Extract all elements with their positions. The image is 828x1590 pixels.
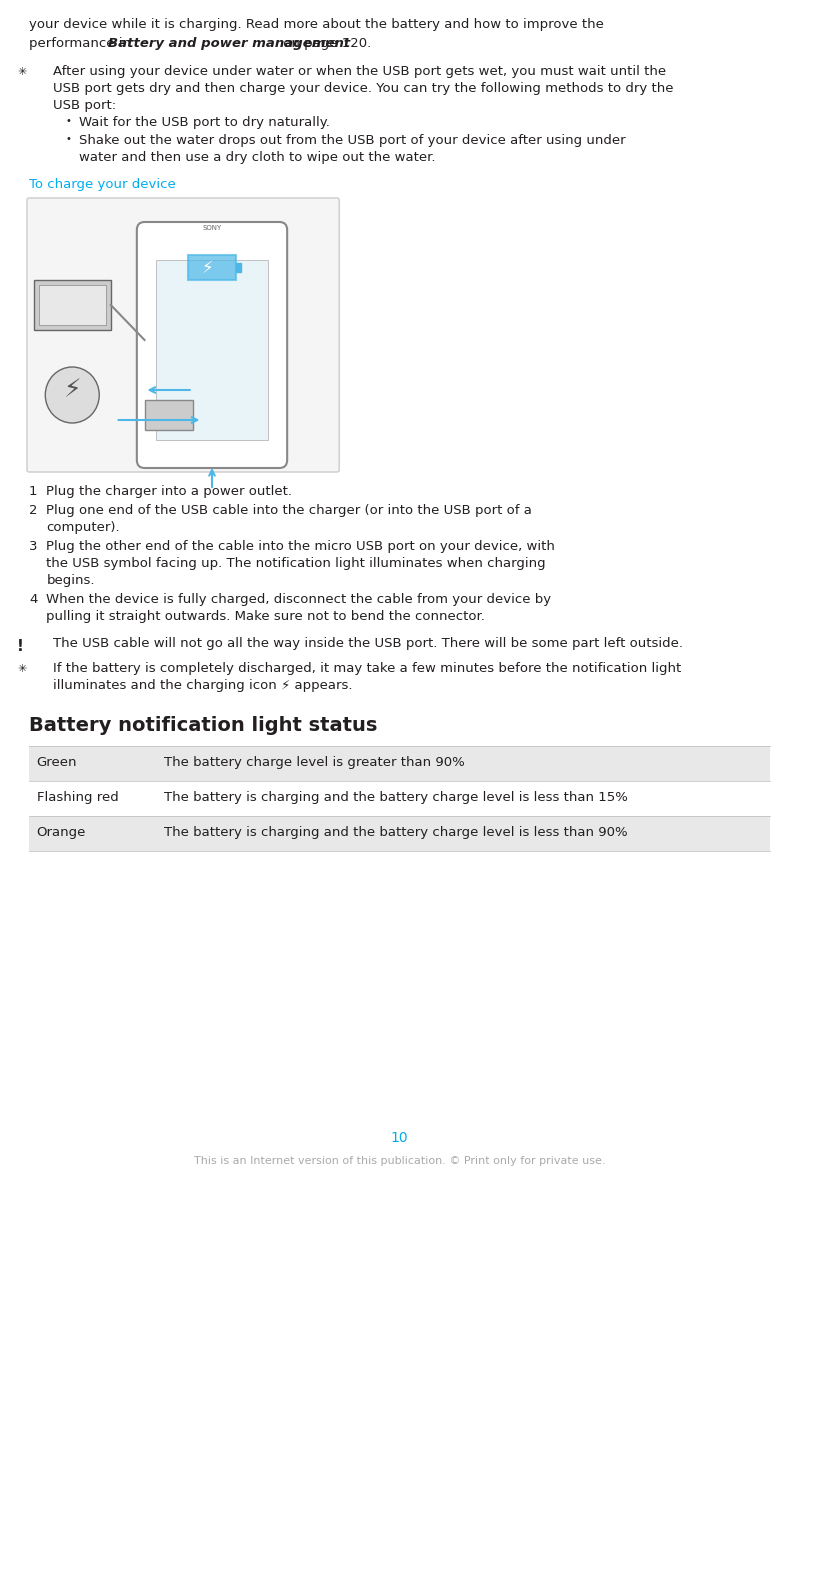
Text: The USB cable will not go all the way inside the USB port. There will be some pa: The USB cable will not go all the way in… bbox=[53, 638, 682, 650]
Text: USB port gets dry and then charge your device. You can try the following methods: USB port gets dry and then charge your d… bbox=[53, 83, 672, 95]
Text: Wait for the USB port to dry naturally.: Wait for the USB port to dry naturally. bbox=[79, 116, 330, 129]
Text: This is an Internet version of this publication. © Print only for private use.: This is an Internet version of this publ… bbox=[194, 1156, 604, 1165]
Bar bbox=[34, 280, 111, 331]
Bar bbox=[29, 816, 769, 851]
Text: ✳: ✳ bbox=[17, 67, 26, 76]
Text: The battery charge level is greater than 90%: The battery charge level is greater than… bbox=[164, 755, 464, 770]
Text: !: ! bbox=[17, 639, 24, 653]
Text: your device while it is charging. Read more about the battery and how to improve: your device while it is charging. Read m… bbox=[29, 17, 603, 30]
Text: 10: 10 bbox=[390, 1130, 407, 1145]
Bar bbox=[29, 781, 769, 816]
Text: on page 120.: on page 120. bbox=[279, 37, 371, 49]
Text: •: • bbox=[65, 134, 71, 145]
Text: Shake out the water drops out from the USB port of your device after using under: Shake out the water drops out from the U… bbox=[79, 134, 625, 146]
Text: Battery and power management: Battery and power management bbox=[108, 37, 349, 49]
Text: Plug the other end of the cable into the micro USB port on your device, with: Plug the other end of the cable into the… bbox=[46, 541, 555, 553]
Text: Plug one end of the USB cable into the charger (or into the USB port of a: Plug one end of the USB cable into the c… bbox=[46, 504, 532, 517]
Text: If the battery is completely discharged, it may take a few minutes before the no: If the battery is completely discharged,… bbox=[53, 661, 681, 676]
Text: ✳: ✳ bbox=[17, 665, 26, 674]
Text: To charge your device: To charge your device bbox=[29, 178, 176, 191]
Text: begins.: begins. bbox=[46, 574, 94, 587]
Text: Flashing red: Flashing red bbox=[36, 790, 118, 805]
Bar bbox=[188, 254, 236, 280]
FancyBboxPatch shape bbox=[27, 199, 339, 472]
Circle shape bbox=[46, 367, 99, 423]
Bar bbox=[156, 261, 267, 440]
Text: performance in: performance in bbox=[29, 37, 135, 49]
Text: After using your device under water or when the USB port gets wet, you must wait: After using your device under water or w… bbox=[53, 65, 666, 78]
Bar bbox=[38, 285, 106, 324]
Bar bbox=[144, 401, 192, 429]
Text: Orange: Orange bbox=[36, 825, 86, 840]
Text: Plug the charger into a power outlet.: Plug the charger into a power outlet. bbox=[46, 485, 292, 498]
Text: ⚡: ⚡ bbox=[201, 259, 213, 277]
Text: The battery is charging and the battery charge level is less than 90%: The battery is charging and the battery … bbox=[164, 825, 627, 840]
Text: computer).: computer). bbox=[46, 522, 120, 534]
FancyBboxPatch shape bbox=[137, 223, 286, 467]
Text: When the device is fully charged, disconnect the cable from your device by: When the device is fully charged, discon… bbox=[46, 593, 551, 606]
Text: USB port:: USB port: bbox=[53, 99, 116, 111]
Text: The battery is charging and the battery charge level is less than 15%: The battery is charging and the battery … bbox=[164, 790, 627, 805]
Text: 2: 2 bbox=[29, 504, 37, 517]
Bar bbox=[29, 746, 769, 781]
Bar bbox=[236, 262, 241, 272]
Text: SONY: SONY bbox=[202, 226, 221, 231]
Text: illuminates and the charging icon ⚡ appears.: illuminates and the charging icon ⚡ appe… bbox=[53, 679, 352, 692]
Text: water and then use a dry cloth to wipe out the water.: water and then use a dry cloth to wipe o… bbox=[79, 151, 435, 164]
Text: ⚡: ⚡ bbox=[64, 378, 81, 402]
Text: 3: 3 bbox=[29, 541, 37, 553]
Text: 4: 4 bbox=[29, 593, 37, 606]
Text: Battery notification light status: Battery notification light status bbox=[29, 716, 377, 735]
Text: pulling it straight outwards. Make sure not to bend the connector.: pulling it straight outwards. Make sure … bbox=[46, 611, 484, 623]
Text: 1: 1 bbox=[29, 485, 37, 498]
Text: the USB symbol facing up. The notification light illuminates when charging: the USB symbol facing up. The notificati… bbox=[46, 556, 545, 569]
Text: •: • bbox=[65, 116, 71, 126]
Text: Green: Green bbox=[36, 755, 77, 770]
